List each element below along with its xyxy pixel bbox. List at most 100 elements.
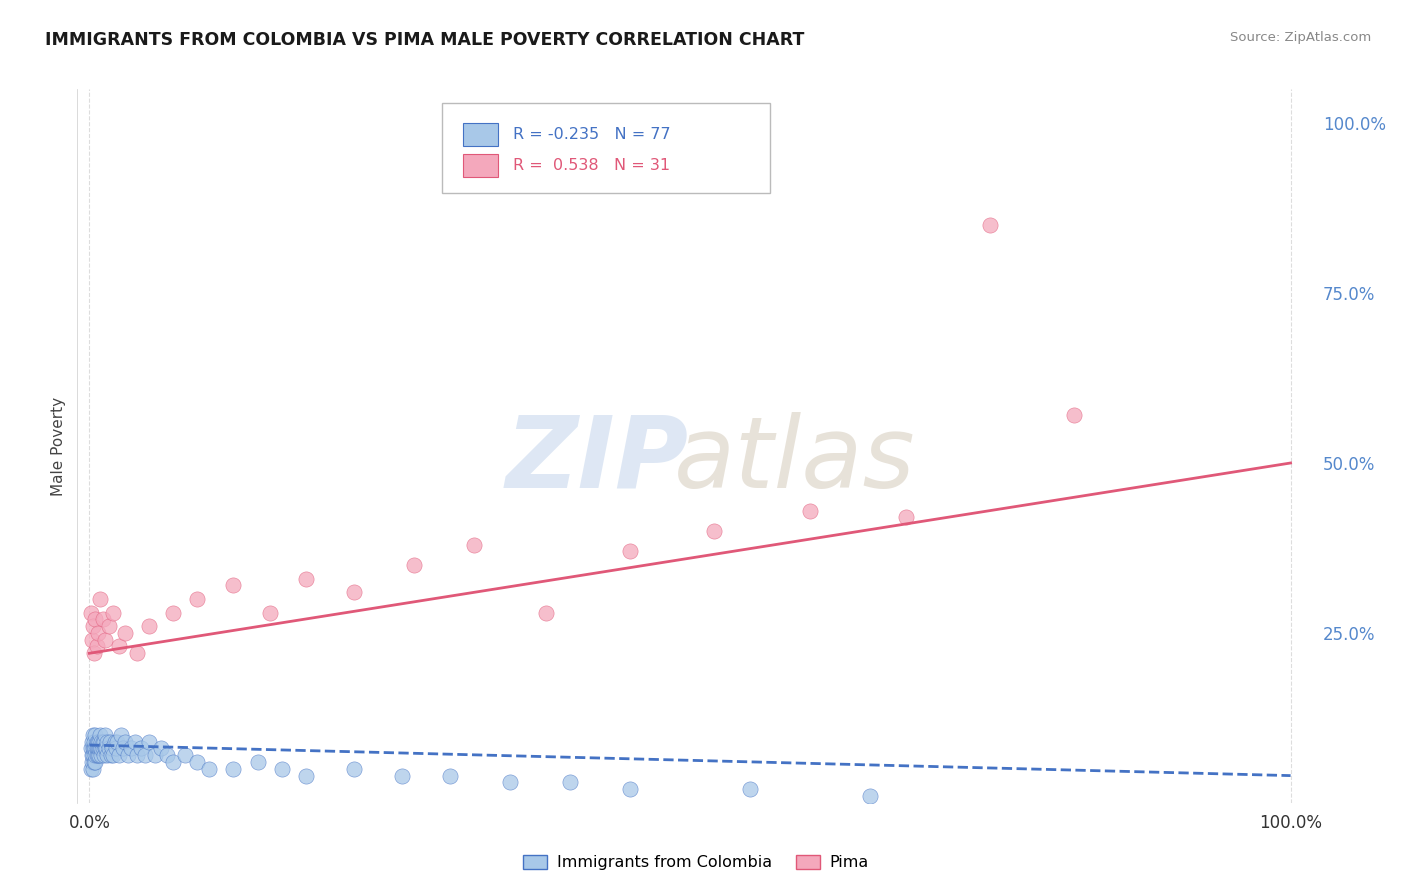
- Point: [110, 728, 132, 742]
- Point: [114, 734, 136, 748]
- Y-axis label: Male Poverty: Male Poverty: [51, 396, 66, 496]
- Point: [84, 741, 107, 756]
- Point: [124, 734, 146, 748]
- Point: [96, 748, 118, 763]
- Point: [174, 748, 197, 763]
- Point: [198, 762, 221, 776]
- Point: [87, 748, 110, 763]
- Point: [87, 734, 110, 748]
- Point: [222, 762, 245, 776]
- Point: [117, 748, 139, 763]
- Point: [91, 741, 114, 756]
- Point: [499, 775, 522, 789]
- Point: [101, 741, 124, 756]
- Point: [134, 748, 156, 763]
- Point: [859, 789, 882, 803]
- Point: [94, 728, 117, 742]
- Point: [90, 741, 112, 756]
- Point: [80, 734, 103, 748]
- Point: [138, 734, 160, 748]
- Point: [93, 748, 115, 763]
- Point: [343, 762, 366, 776]
- Point: [100, 748, 122, 763]
- Point: [105, 734, 128, 748]
- Point: [80, 632, 103, 647]
- Point: [79, 762, 101, 776]
- Point: [94, 741, 117, 756]
- Point: [145, 748, 167, 763]
- Point: [89, 741, 111, 756]
- Text: R = -0.235   N = 77: R = -0.235 N = 77: [513, 127, 671, 142]
- Point: [89, 728, 111, 742]
- Point: [82, 762, 104, 776]
- Point: [558, 775, 581, 789]
- Point: [391, 769, 413, 783]
- Point: [83, 741, 105, 756]
- Point: [294, 769, 316, 783]
- Point: [84, 748, 107, 763]
- Text: ZIP: ZIP: [506, 412, 689, 508]
- Point: [83, 755, 105, 769]
- Point: [98, 734, 121, 748]
- Text: R =  0.538   N = 31: R = 0.538 N = 31: [513, 158, 671, 173]
- Point: [294, 572, 316, 586]
- Point: [138, 619, 160, 633]
- Point: [84, 612, 107, 626]
- Point: [90, 734, 112, 748]
- Point: [619, 544, 641, 558]
- Point: [463, 537, 485, 551]
- Point: [84, 728, 107, 742]
- Point: [120, 741, 142, 756]
- Point: [127, 646, 149, 660]
- Point: [87, 741, 110, 756]
- Point: [90, 748, 112, 763]
- Point: [82, 748, 104, 763]
- Point: [86, 734, 108, 748]
- Point: [87, 626, 110, 640]
- Point: [83, 734, 105, 748]
- Point: [402, 558, 425, 572]
- Point: [799, 503, 821, 517]
- Text: Source: ZipAtlas.com: Source: ZipAtlas.com: [1230, 31, 1371, 45]
- Point: [96, 741, 118, 756]
- Point: [1063, 409, 1085, 423]
- Point: [738, 782, 761, 797]
- Point: [108, 748, 131, 763]
- Point: [222, 578, 245, 592]
- Point: [703, 524, 725, 538]
- Point: [97, 619, 120, 633]
- Point: [87, 734, 110, 748]
- Point: [162, 755, 184, 769]
- Point: [439, 769, 461, 783]
- Legend: Immigrants from Colombia, Pima: Immigrants from Colombia, Pima: [517, 848, 875, 877]
- Bar: [464, 123, 498, 145]
- Point: [97, 741, 120, 756]
- Point: [103, 734, 125, 748]
- Point: [156, 748, 179, 763]
- Point: [82, 619, 104, 633]
- Point: [270, 762, 292, 776]
- Point: [82, 741, 104, 756]
- Point: [104, 741, 127, 756]
- Point: [93, 734, 115, 748]
- Point: [80, 755, 103, 769]
- Point: [111, 741, 134, 756]
- Point: [91, 734, 114, 748]
- Point: [246, 755, 269, 769]
- Bar: [464, 154, 498, 177]
- Point: [127, 748, 149, 763]
- Point: [162, 606, 184, 620]
- Point: [86, 748, 108, 763]
- Point: [979, 218, 1001, 232]
- Point: [534, 606, 557, 620]
- Point: [150, 741, 173, 756]
- Point: [103, 748, 125, 763]
- Point: [87, 748, 110, 763]
- Point: [259, 606, 281, 620]
- Point: [89, 591, 111, 606]
- Point: [343, 585, 366, 599]
- Text: IMMIGRANTS FROM COLOMBIA VS PIMA MALE POVERTY CORRELATION CHART: IMMIGRANTS FROM COLOMBIA VS PIMA MALE PO…: [45, 31, 804, 49]
- Point: [79, 606, 101, 620]
- Point: [103, 606, 125, 620]
- FancyBboxPatch shape: [443, 103, 770, 193]
